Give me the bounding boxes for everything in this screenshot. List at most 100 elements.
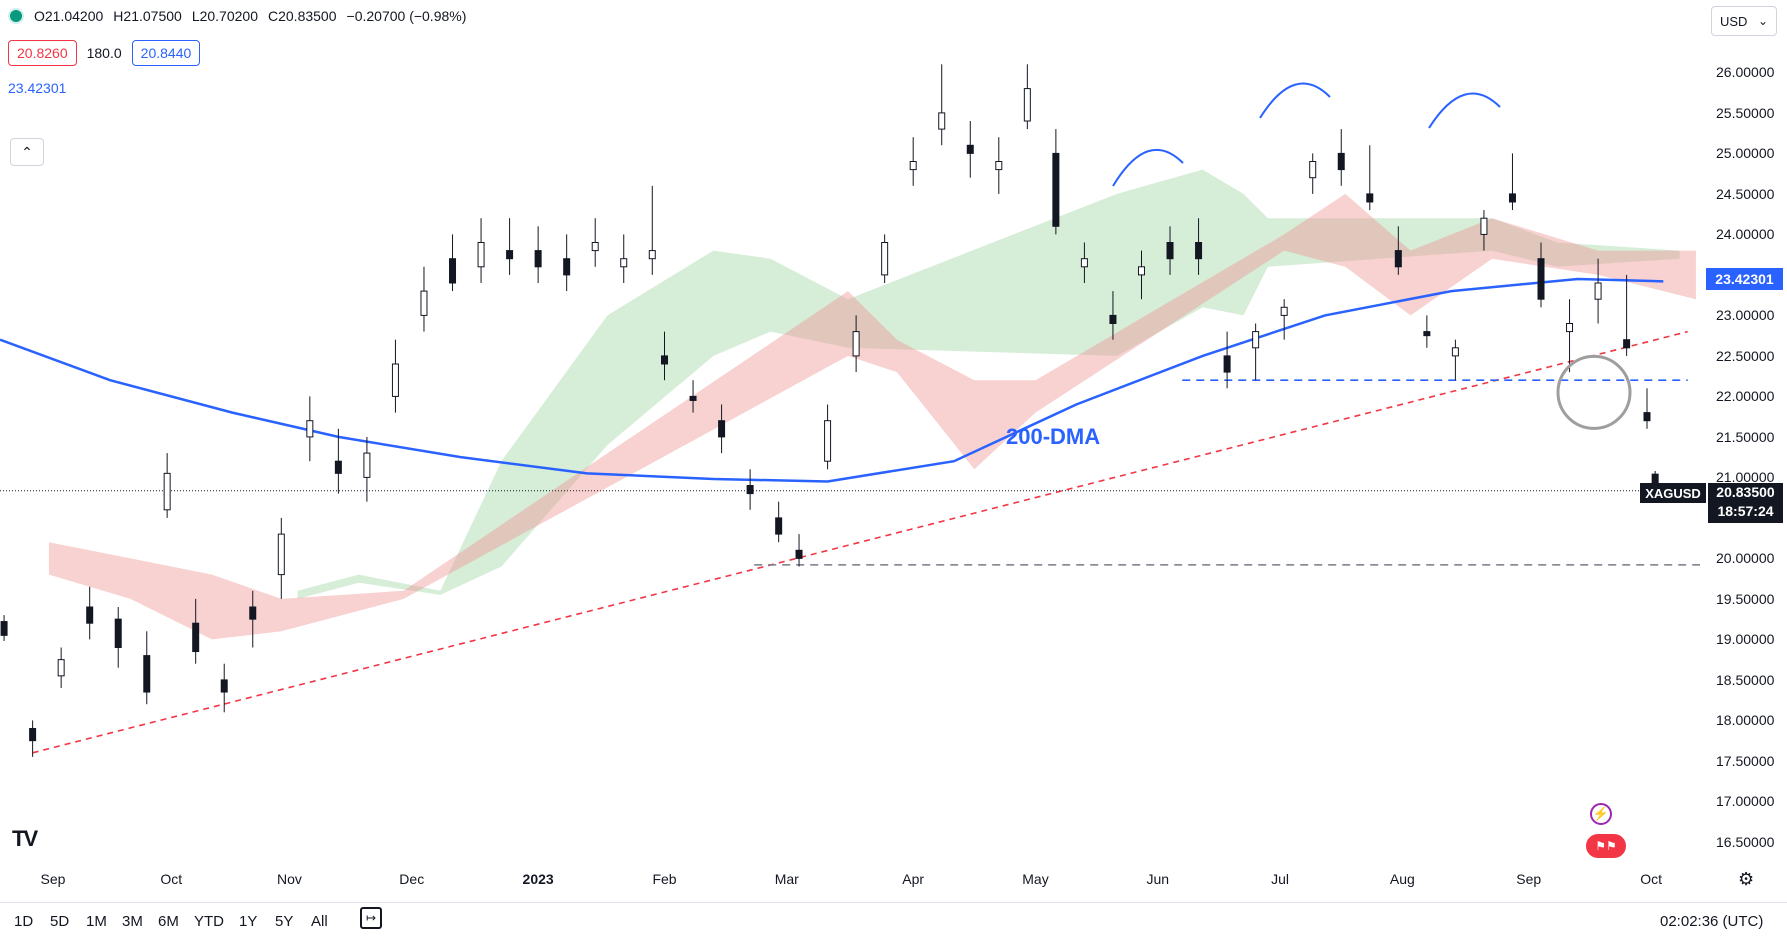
candle-body bbox=[648, 250, 656, 260]
candle-body bbox=[1137, 266, 1145, 276]
y-tick-label: 21.00000 bbox=[1716, 469, 1775, 486]
last-price-tag: 20.83500 18:57:24 bbox=[1708, 483, 1783, 523]
candle-body bbox=[775, 517, 783, 535]
high-value: H21.07500 bbox=[113, 8, 182, 24]
close-value: C20.83500 bbox=[268, 8, 337, 24]
y-tick-label: 22.50000 bbox=[1716, 347, 1775, 364]
x-tick-label: Mar bbox=[774, 871, 799, 887]
x-tick-label: Feb bbox=[652, 871, 677, 887]
candle-body bbox=[57, 659, 65, 677]
candle-body bbox=[220, 679, 228, 693]
open-value: O21.04200 bbox=[34, 8, 104, 24]
candle-body bbox=[114, 618, 122, 649]
y-tick-label: 25.50000 bbox=[1716, 104, 1775, 121]
buy-button[interactable]: 20.8440 bbox=[131, 40, 201, 66]
candle-body bbox=[192, 622, 200, 653]
x-tick-label: Jun bbox=[1146, 871, 1170, 887]
x-tick-label: Nov bbox=[276, 871, 302, 887]
x-tick-label: May bbox=[1022, 871, 1049, 887]
arrow-annotation bbox=[1428, 92, 1501, 129]
candle-body bbox=[620, 258, 628, 268]
spread-value: 180.0 bbox=[86, 45, 122, 61]
y-tick-label: 20.00000 bbox=[1716, 550, 1775, 567]
candle-body bbox=[306, 420, 314, 438]
timeframe-button[interactable]: 5D bbox=[50, 913, 70, 930]
candle-body bbox=[795, 549, 803, 559]
candle-body bbox=[1643, 412, 1651, 422]
breakdown-circle bbox=[1556, 354, 1632, 430]
y-tick-label: 22.00000 bbox=[1716, 388, 1775, 405]
timeframe-button[interactable]: 1M bbox=[86, 913, 107, 930]
candle-body bbox=[852, 331, 860, 357]
ma-line bbox=[0, 277, 1664, 483]
x-tick-label: Jul bbox=[1271, 871, 1290, 887]
y-tick-label: 16.50000 bbox=[1716, 833, 1775, 850]
symbol-tag: XAGUSD bbox=[1640, 483, 1706, 503]
candle-body bbox=[277, 533, 285, 576]
candle-body bbox=[29, 728, 37, 742]
candle-body bbox=[1623, 339, 1631, 349]
arrow-annotation bbox=[1259, 82, 1331, 119]
candle-body bbox=[1423, 331, 1431, 337]
candle-body bbox=[909, 161, 917, 171]
timeframe-button[interactable]: 1Y bbox=[239, 913, 258, 930]
candle-body bbox=[661, 355, 669, 365]
timeframe-button[interactable]: 6M bbox=[158, 913, 179, 930]
x-tick-label: Oct bbox=[160, 871, 183, 887]
timeframe-button[interactable]: 5Y bbox=[275, 913, 294, 930]
y-tick-label: 17.50000 bbox=[1716, 752, 1775, 769]
last-price-value: 20.83500 bbox=[1716, 484, 1775, 500]
candle-body bbox=[86, 606, 94, 624]
candle-body bbox=[1280, 306, 1288, 316]
arrow-annotation bbox=[1112, 148, 1184, 187]
candle-body bbox=[506, 250, 514, 260]
candle-body bbox=[881, 242, 889, 276]
x-tick-label: Sep bbox=[1516, 871, 1542, 887]
timeframe-button[interactable]: 1D bbox=[14, 913, 34, 930]
gear-icon[interactable]: ⚙ bbox=[1738, 869, 1755, 889]
currency-label: USD bbox=[1720, 13, 1748, 29]
y-tick-label: 18.00000 bbox=[1716, 712, 1775, 729]
y-tick-label: 25.00000 bbox=[1716, 145, 1775, 162]
candle-body bbox=[249, 606, 257, 620]
x-tick-label: 2023 bbox=[522, 871, 554, 887]
calendar-icon[interactable]: ↦ bbox=[360, 907, 382, 929]
y-tick-label: 24.50000 bbox=[1716, 185, 1775, 202]
candle-body bbox=[689, 395, 697, 401]
x-tick-label: Aug bbox=[1389, 871, 1415, 887]
cloud-bullish bbox=[297, 169, 1680, 599]
chevron-down-icon: ⌄ bbox=[1757, 14, 1768, 28]
sell-button[interactable]: 20.8260 bbox=[8, 40, 77, 66]
candle-body bbox=[746, 485, 754, 495]
y-tick-label: 19.50000 bbox=[1716, 590, 1775, 607]
x-tick-label: Oct bbox=[1640, 871, 1662, 887]
y-tick-label: 26.00000 bbox=[1716, 64, 1775, 81]
dma-annotation: 200-DMA bbox=[1006, 424, 1101, 449]
chevron-up-icon[interactable]: ⌃ bbox=[10, 138, 44, 166]
candle-body bbox=[1451, 347, 1459, 357]
timeframe-button[interactable]: YTD bbox=[194, 913, 224, 930]
candle-body bbox=[1566, 323, 1574, 333]
bar-countdown: 18:57:24 bbox=[1717, 503, 1774, 519]
candle-body bbox=[1309, 161, 1317, 179]
ma-legend-value: 23.42301 bbox=[8, 80, 67, 96]
timeframe-button[interactable]: 3M bbox=[122, 913, 143, 930]
candle-body bbox=[1195, 242, 1203, 260]
y-tick-label: 21.50000 bbox=[1716, 428, 1775, 445]
currency-select[interactable]: USD ⌄ bbox=[1711, 6, 1777, 36]
cloud-bearish bbox=[48, 193, 1696, 640]
candle-body bbox=[1223, 355, 1231, 373]
lightning-icon[interactable]: ⚡ bbox=[1590, 803, 1612, 825]
candle-body bbox=[1166, 242, 1174, 260]
timeframe-button[interactable]: All bbox=[311, 913, 328, 930]
candle-body bbox=[1337, 152, 1345, 171]
candle-body bbox=[1366, 193, 1374, 203]
candle-body bbox=[0, 621, 8, 636]
candle-body bbox=[966, 144, 974, 154]
candle-body bbox=[391, 363, 399, 397]
candle-body bbox=[534, 250, 542, 268]
candle-body bbox=[163, 472, 171, 511]
us-events-icon[interactable]: ⚑⚑ bbox=[1586, 834, 1626, 858]
candle-body bbox=[143, 655, 151, 693]
